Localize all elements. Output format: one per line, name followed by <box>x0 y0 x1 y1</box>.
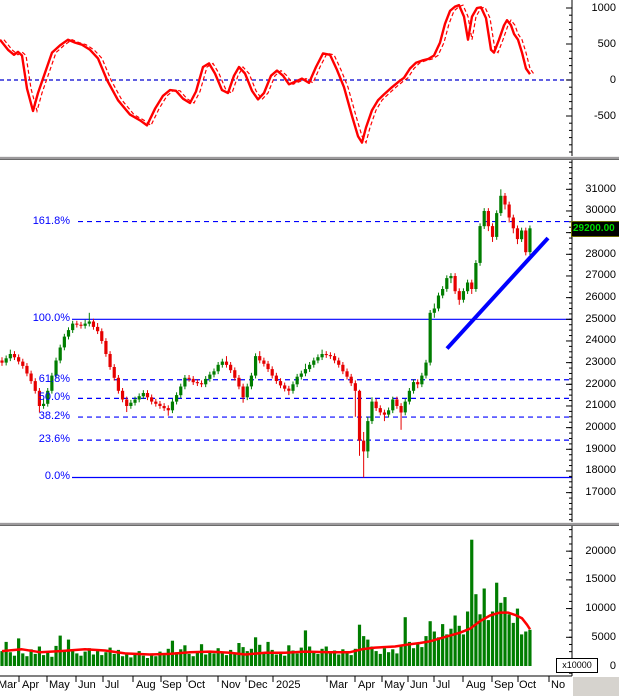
month-label-2: May <box>49 679 70 691</box>
fib-label-61.8: 61.8% <box>38 372 70 385</box>
month-label-10: 2025 <box>276 679 301 691</box>
month-label-7: Oct <box>188 679 206 691</box>
y-axis-label: 22000 <box>585 377 616 390</box>
fib-label-0: 0.0% <box>44 470 70 483</box>
axis-frame <box>0 0 573 677</box>
panel-separators <box>0 156 619 526</box>
month-label-13: May <box>384 679 405 691</box>
oscillator-lines <box>0 3 535 145</box>
month-label-12: Apr <box>358 679 376 691</box>
month-label-8: Nov <box>221 679 241 691</box>
y-axis-label: 21000 <box>585 399 616 412</box>
fib-label-161.8: 161.8% <box>32 214 70 227</box>
month-label-16: Aug <box>466 679 486 691</box>
y-axis-label: 15000 <box>585 573 616 586</box>
month-label-17: Sep <box>494 679 514 691</box>
oscillator-main-line <box>0 3 531 144</box>
month-label-14: Jun <box>410 679 428 691</box>
y-axis-label: 23000 <box>585 356 616 369</box>
y-axis-label: 0 <box>609 659 616 672</box>
trendline <box>445 236 550 350</box>
oscillator-signal-line <box>3 4 535 145</box>
fibonacci-lines <box>72 220 572 479</box>
month-label-19: No <box>551 679 566 691</box>
fib-label-23.6: 23.6% <box>38 433 70 446</box>
y-axis-label: 20000 <box>585 421 616 434</box>
last-price-flag: 29200.00 <box>571 221 619 237</box>
month-ticks <box>18 676 550 682</box>
month-label-6: Sep <box>162 679 182 691</box>
fib-label-50: 50.0% <box>38 391 70 404</box>
y-axis-label: 20000 <box>585 544 616 557</box>
y-axis-label: 1000 <box>591 1 616 14</box>
month-label-5: Aug <box>136 679 156 691</box>
y-axis-label: 10000 <box>585 602 616 615</box>
y-axis-label: 18000 <box>585 464 616 477</box>
fib-label-38.2: 38.2% <box>38 410 70 423</box>
y-axis-label: 5000 <box>591 630 616 643</box>
y-axis-label: 30000 <box>585 204 616 217</box>
y-axis-label: 500 <box>597 37 616 50</box>
y-axis-label: 31000 <box>585 182 616 195</box>
y-axis-label: 26000 <box>585 291 616 304</box>
month-label-11: Mar <box>329 679 348 691</box>
y-axis-label: 28000 <box>585 247 616 260</box>
volume-ma <box>1 611 532 656</box>
y-axis-label: 19000 <box>585 442 616 455</box>
candlestick-series <box>0 189 532 478</box>
y-axis-label: 17000 <box>585 486 616 499</box>
month-label-0: Mar <box>0 679 17 691</box>
month-label-1: Apr <box>22 679 40 691</box>
y-axis-label: 25000 <box>585 312 616 325</box>
volume-bars <box>0 539 532 666</box>
y-axis-label: 27000 <box>585 269 616 282</box>
fib-label-100: 100.0% <box>32 312 70 325</box>
month-label-18: Oct <box>519 679 537 691</box>
month-label-15: Jul <box>436 679 451 691</box>
month-label-4: Jul <box>105 679 120 691</box>
bottom-right-filler <box>573 677 619 696</box>
month-label-9: Dec <box>248 679 268 691</box>
month-label-3: Jun <box>78 679 96 691</box>
volume-unit-badge: x10000 <box>556 658 598 673</box>
volume-ma-line <box>1 611 532 656</box>
y-axis-label: 24000 <box>585 334 616 347</box>
y-axis-label: -500 <box>593 109 616 122</box>
y-axis-label: 0 <box>609 73 616 86</box>
